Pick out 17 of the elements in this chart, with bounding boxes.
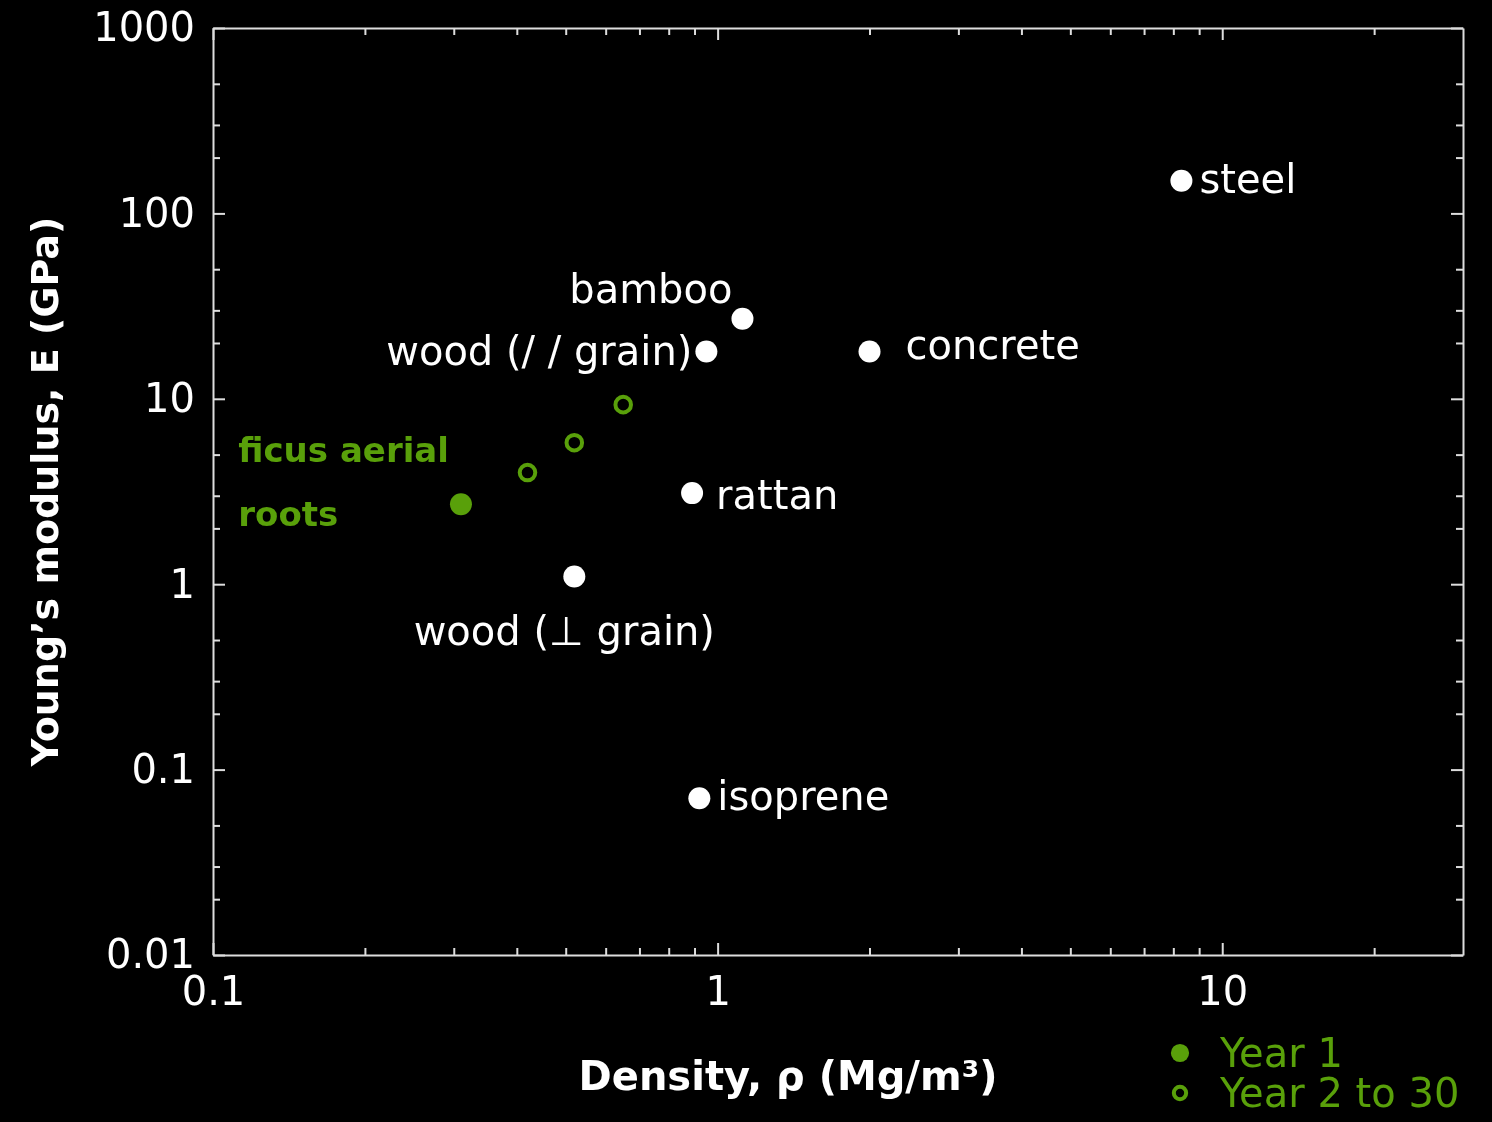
y-tick-label: 1000 [93, 4, 195, 51]
x-axis-title: Density, ρ (Mg/m³) [578, 1053, 998, 1099]
x-tick-label: 10 [1197, 968, 1249, 1015]
x-tick-label: 1 [705, 968, 731, 1015]
y-tick-label: 10 [144, 375, 195, 422]
annotation: steel [1199, 155, 1297, 202]
annotation: concrete [905, 322, 1080, 369]
y-tick-label: 0.1 [131, 745, 195, 792]
y-tick-label: 100 [118, 189, 195, 236]
annotation: wood (/ / grain) [386, 328, 693, 375]
y-tick-label: 1 [169, 560, 195, 607]
annotation: ficus aerial roots [238, 430, 449, 535]
y-axis-title: Young’s modulus, E (GPa) [23, 216, 67, 768]
annotation: bamboo [569, 265, 733, 312]
annotation: wood (⊥ grain) [413, 607, 715, 654]
annotation: isoprene [717, 773, 890, 820]
annotation: rattan [716, 472, 839, 519]
